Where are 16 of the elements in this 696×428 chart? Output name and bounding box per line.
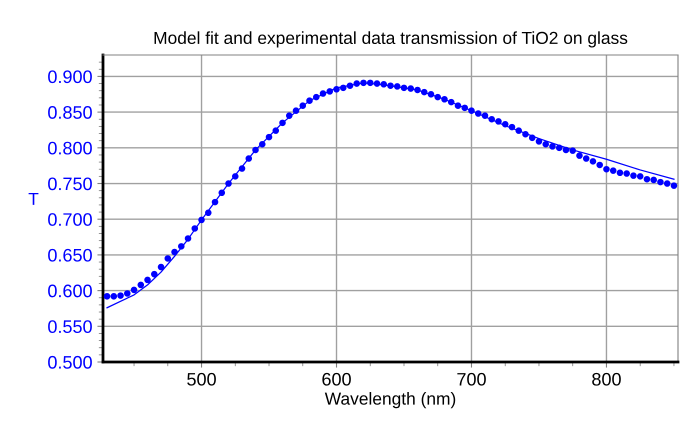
y-tick-label: 0.700 [48,213,92,226]
x-tick-label: 500 [187,372,216,386]
y-axis-title: T [28,192,38,205]
x-tick-label: 800 [592,372,621,386]
y-tick-label: 0.650 [48,248,92,262]
y-tick-label: 0.550 [48,320,92,334]
x-tick-label: 600 [322,372,351,386]
x-tick-label: 700 [457,372,486,386]
y-tick-label: 0.900 [48,70,92,84]
chart-title: Model fit and experimental data transmission of TiO2 on glass [154,31,628,48]
y-tick-label: 0.800 [48,142,92,155]
x-axis-title: Wavelength (nm) [324,392,456,408]
y-tick-label: 0.750 [48,177,92,190]
y-tick-label: 0.500 [48,356,92,369]
y-tick-label: 0.600 [48,284,92,298]
y-tick-label: 0.850 [48,106,92,119]
